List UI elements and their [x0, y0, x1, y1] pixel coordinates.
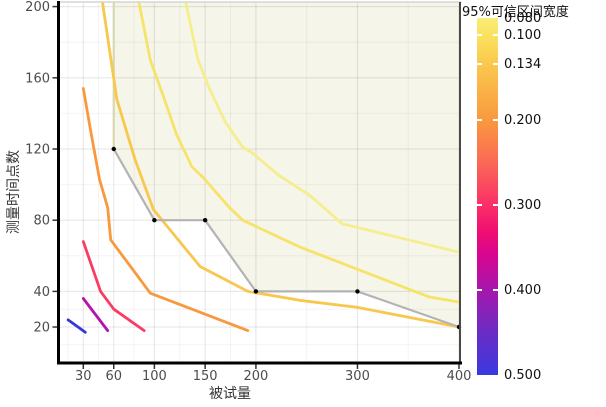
- colorbar-tick-mark: [493, 34, 498, 36]
- contour-line-0.400: [81, 297, 110, 333]
- colorbar-tick-mark: [493, 204, 498, 206]
- colorbar-tick-mark: [493, 289, 498, 291]
- contour-line-0.080: [184, 2, 461, 254]
- colorbar-label-0.300: 0.300: [504, 198, 542, 213]
- colorbar-label-0.400: 0.400: [504, 283, 542, 298]
- y-tick-label: 160: [25, 71, 50, 86]
- y-tick-label: 120: [25, 143, 50, 158]
- contour-line-0.134: [101, 2, 461, 329]
- contour-line-0.500: [66, 318, 87, 334]
- colorbar-tick-mark: [493, 119, 498, 121]
- colorbar-tick-mark: [477, 204, 482, 206]
- y-tick-label: 40: [33, 285, 50, 300]
- design-points-path: [112, 148, 460, 329]
- contour-line-0.100: [137, 2, 461, 304]
- colorbar-tick-mark: [477, 119, 482, 121]
- colorbar-label-0.100: 0.100: [504, 28, 542, 43]
- x-tick-label: 100: [142, 369, 167, 384]
- design-point-marker: [152, 218, 157, 223]
- y-tick-label: 200: [25, 0, 50, 15]
- colorbar-tick-mark: [477, 62, 482, 65]
- colorbar-label-0.200: 0.200: [504, 113, 542, 128]
- shaded-feasible-region: [113, 2, 460, 327]
- design-point-marker: [253, 289, 259, 294]
- x-tick-label: 150: [193, 369, 218, 384]
- x-tick-label: 200: [244, 369, 269, 384]
- y-tick-label: 20: [33, 321, 50, 336]
- colorbar-legend-title: 95%可信区间宽度: [462, 5, 569, 20]
- x-tick-label: 300: [345, 369, 370, 384]
- colorbar-tick-mark: [493, 62, 498, 65]
- x-tick-label: 60: [105, 369, 122, 384]
- design-point-marker: [202, 218, 208, 223]
- colorbar-gradient: [477, 18, 498, 375]
- y-axis-title: 测量时间点数: [6, 150, 22, 234]
- design-point-marker: [111, 146, 116, 152]
- design-point-marker: [355, 289, 360, 294]
- colorbar-label-0.080: 0.080: [504, 11, 542, 26]
- contour-line-0.300: [81, 240, 146, 333]
- colorbar-tick-mark: [477, 289, 482, 291]
- colorbar-tick-mark: [477, 34, 482, 36]
- contour-line-0.200: [81, 87, 250, 333]
- y-tick-label: 80: [33, 214, 50, 229]
- colorbar-label-0.134: 0.134: [504, 56, 542, 72]
- colorbar-label-0.500: 0.500: [504, 368, 542, 383]
- x-tick-label: 30: [75, 369, 92, 384]
- x-tick-label: 400: [447, 369, 472, 384]
- x-axis-title: 被试量: [209, 386, 251, 402]
